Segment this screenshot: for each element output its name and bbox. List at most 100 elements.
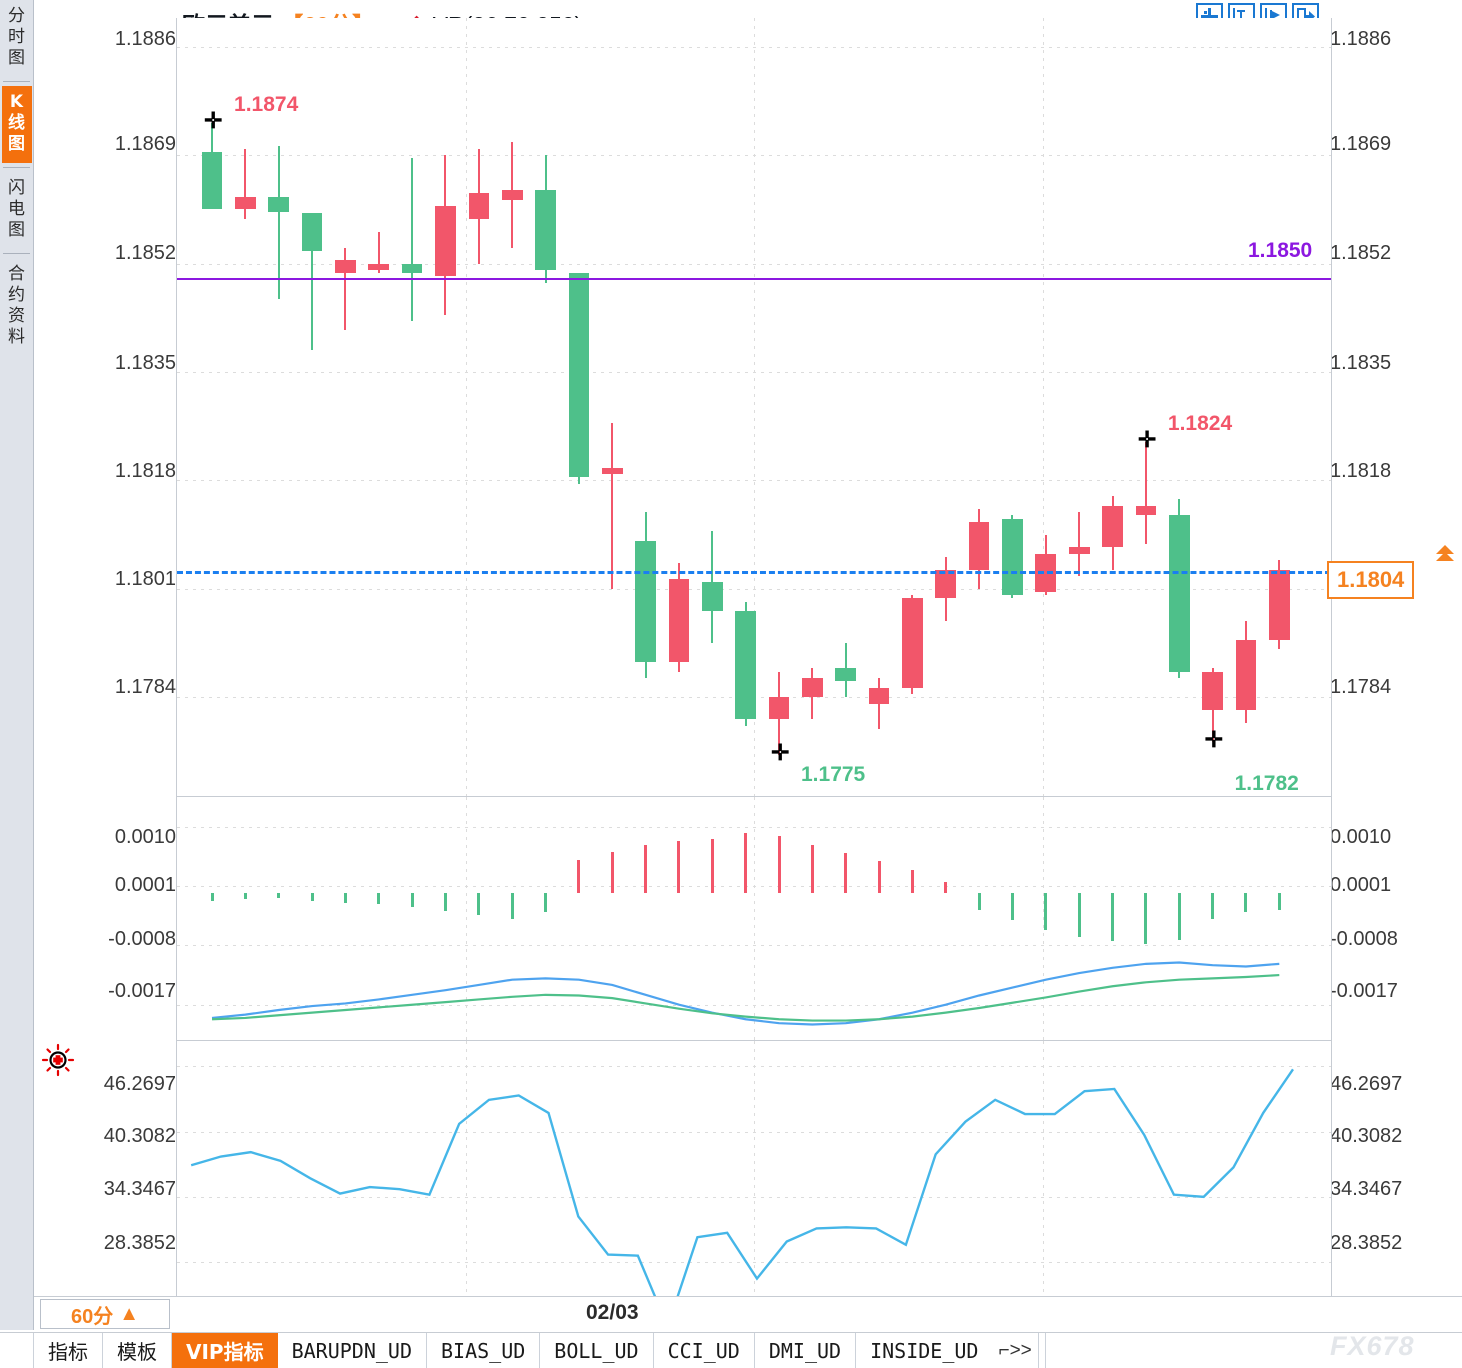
purple-level-line[interactable] xyxy=(177,278,1331,281)
swing-low-2-label: 1.1782 xyxy=(1234,771,1299,795)
candle-body xyxy=(535,190,556,270)
price-tick: 1.1886 xyxy=(1330,28,1392,50)
rsi-tick: 46.2697 xyxy=(1330,1073,1403,1095)
sidebar-divider xyxy=(3,167,30,168)
triangle-up-icon: ▲ xyxy=(119,1302,140,1325)
tab-templates[interactable]: 模板 xyxy=(103,1333,172,1368)
tab-indicators[interactable]: 指标 xyxy=(34,1333,103,1368)
macd-tick: 0.0010 xyxy=(1330,826,1392,848)
candle-wick xyxy=(878,678,881,730)
tab-label: DMI_UD xyxy=(768,1338,842,1363)
candle-body xyxy=(568,273,590,478)
more-tabs-button[interactable]: ⌐>> xyxy=(992,1333,1039,1368)
macd-histogram-bar xyxy=(1044,892,1048,930)
tab-dmi-ud[interactable]: DMI_UD xyxy=(755,1333,857,1368)
candle-body xyxy=(1135,505,1157,516)
tab-boll-ud[interactable]: BOLL_UD xyxy=(540,1333,654,1368)
tab-vip-indicators[interactable]: VIP指标 xyxy=(172,1333,278,1368)
watermark: FX678 xyxy=(1330,1331,1415,1361)
price-tick: 1.1886 xyxy=(114,28,176,50)
bottom-bar-empty xyxy=(1044,1333,1462,1368)
tab-bias-ud[interactable]: BIAS_UD xyxy=(427,1333,541,1368)
macd-histogram-bar xyxy=(644,845,648,893)
candle-body xyxy=(501,190,523,200)
tab-barupdn-ud[interactable]: BARUPDN_UD xyxy=(278,1333,427,1368)
candle-wick xyxy=(411,158,414,321)
candle-body xyxy=(968,521,990,570)
price-tick: 1.1801 xyxy=(114,568,176,590)
grid-line-v xyxy=(754,18,755,796)
tab-inside-ud[interactable]: INSIDE_UD xyxy=(856,1333,992,1368)
sidebar-item-contract-info[interactable]: 合约资料 xyxy=(2,258,32,356)
candle-body xyxy=(401,263,423,274)
macd-histogram-bar xyxy=(310,892,314,901)
candle-body xyxy=(268,196,290,213)
price-chart-panel[interactable]: ✛ 1.1874 ✛ 1.1824 ✛ 1.1775 ✛ 1.1782 xyxy=(176,18,1332,796)
tab-label: 模板 xyxy=(117,1340,157,1364)
candle-body xyxy=(768,697,790,720)
current-price-box[interactable]: 1.1804 xyxy=(1327,561,1415,599)
candle-body xyxy=(935,569,957,599)
macd-histogram-bar xyxy=(544,892,548,913)
candle-body xyxy=(635,540,656,663)
macd-histogram-bar xyxy=(510,892,514,919)
macd-tick: -0.0008 xyxy=(1330,928,1398,950)
candle-wick xyxy=(244,148,247,219)
macd-tick: -0.0008 xyxy=(108,928,176,950)
grid-line-v xyxy=(465,18,467,796)
swing-high-2-marker: ✛ xyxy=(1137,427,1157,453)
price-tick: 1.1869 xyxy=(1330,133,1392,155)
macd-tick: 0.0001 xyxy=(114,874,176,896)
rsi-panel[interactable] xyxy=(176,1040,1332,1296)
price-tick: 1.1784 xyxy=(1330,676,1392,698)
tab-cci-ud[interactable]: CCI_UD xyxy=(654,1333,755,1368)
sidebar-item-lightning[interactable]: 闪电图 xyxy=(2,172,32,249)
rsi-tick: 40.3082 xyxy=(1330,1125,1403,1147)
sidebar-item-label: 闪电图 xyxy=(8,178,25,240)
current-price-dash-line xyxy=(177,570,1331,574)
price-tick: 1.1818 xyxy=(1330,460,1392,482)
macd-histogram-bar xyxy=(844,853,848,893)
macd-tick: -0.0017 xyxy=(108,980,176,1002)
tab-label: INSIDE_UD xyxy=(870,1338,979,1363)
price-tick: 1.1852 xyxy=(114,242,176,264)
macd-histogram-bar xyxy=(1010,892,1014,921)
macd-histogram-bar xyxy=(1144,892,1148,945)
swing-high-marker: ✛ xyxy=(204,108,223,134)
macd-histogram-bar xyxy=(710,838,714,893)
candlestick-plot: ✛ 1.1874 ✛ 1.1824 ✛ 1.1775 ✛ 1.1782 xyxy=(177,18,1331,796)
swing-high-2-label: 1.1824 xyxy=(1167,412,1233,436)
macd-histogram-bar xyxy=(210,892,214,901)
candle-body xyxy=(1268,569,1290,640)
time-axis: 60分 ▲ 02/03 xyxy=(34,1296,1462,1330)
grid-line-v xyxy=(465,797,467,1040)
macd-histogram-bar xyxy=(910,870,914,893)
candle-body xyxy=(1168,515,1190,672)
bottom-toolbar: 指标 模板 VIP指标 BARUPDN_UD BIAS_UD BOLL_UD C… xyxy=(0,1332,1462,1368)
candle-wick xyxy=(277,145,280,299)
candle-body xyxy=(735,611,756,720)
macd-histogram-bar xyxy=(810,845,814,893)
macd-histogram-bar xyxy=(777,835,781,893)
candle-wick xyxy=(311,212,314,350)
swing-low-label: 1.1775 xyxy=(801,762,866,786)
swing-high-label: 1.1874 xyxy=(234,93,299,117)
candle-body xyxy=(468,193,490,219)
macd-tick: 0.0001 xyxy=(1330,874,1392,896)
date-label: 02/03 xyxy=(586,1301,639,1324)
more-tabs-label: ⌐>> xyxy=(998,1339,1032,1361)
macd-histogram-bar xyxy=(677,841,681,893)
grid-line-v xyxy=(754,1041,755,1296)
timeframe-button-label: 60分 xyxy=(70,1305,114,1328)
sun-settings-icon[interactable] xyxy=(40,1042,76,1078)
sidebar-item-candlestick[interactable]: K线图 xyxy=(1,86,32,163)
tab-label: BARUPDN_UD xyxy=(291,1338,412,1363)
candle-body xyxy=(335,260,356,274)
macd-histogram-bar xyxy=(443,892,447,912)
sidebar-item-label: K线图 xyxy=(8,92,25,154)
candle-body xyxy=(235,196,256,210)
macd-panel[interactable] xyxy=(176,796,1332,1040)
timeframe-button[interactable]: 60分 ▲ xyxy=(40,1299,170,1329)
macd-plot xyxy=(177,797,1331,1040)
sidebar-item-timeline[interactable]: 分时图 xyxy=(2,0,32,77)
